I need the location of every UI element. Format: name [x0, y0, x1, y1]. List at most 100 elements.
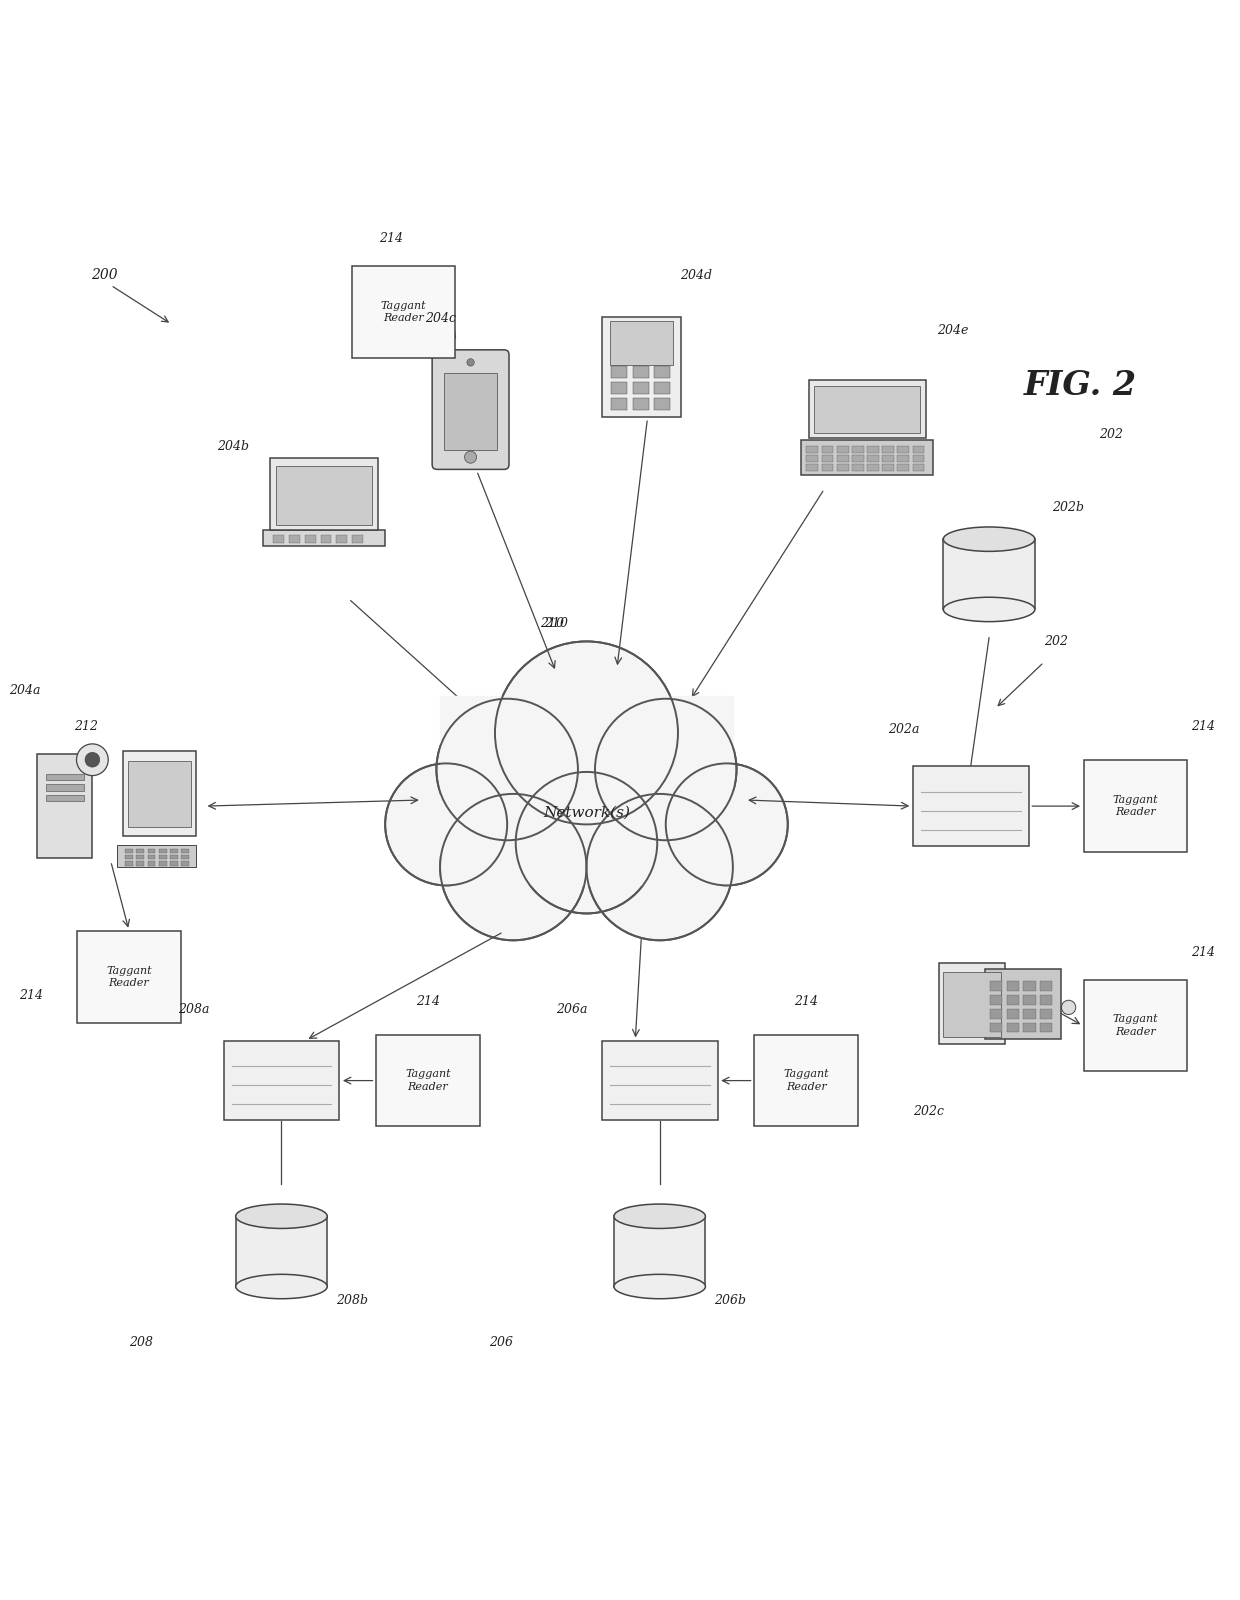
- Text: FIG. 2: FIG. 2: [1024, 368, 1137, 402]
- Circle shape: [516, 771, 657, 914]
- Circle shape: [587, 794, 733, 941]
- Bar: [148, 854, 155, 859]
- Text: 214: 214: [1190, 946, 1214, 958]
- Bar: [611, 366, 627, 378]
- Bar: [159, 854, 166, 859]
- Bar: [352, 534, 363, 542]
- Text: 214: 214: [1190, 720, 1214, 733]
- Bar: [990, 1008, 1002, 1019]
- Bar: [136, 848, 144, 853]
- FancyBboxPatch shape: [1084, 760, 1188, 851]
- Text: Network(s): Network(s): [543, 805, 630, 819]
- Text: 214: 214: [794, 995, 818, 1008]
- FancyBboxPatch shape: [801, 440, 932, 475]
- Circle shape: [595, 699, 737, 840]
- Bar: [289, 534, 300, 542]
- Ellipse shape: [236, 1205, 327, 1229]
- Bar: [46, 784, 84, 790]
- FancyBboxPatch shape: [808, 379, 925, 438]
- Circle shape: [386, 763, 507, 885]
- Bar: [882, 446, 894, 453]
- Bar: [913, 464, 924, 472]
- Bar: [1040, 981, 1053, 990]
- Text: 204c: 204c: [424, 312, 455, 325]
- Bar: [990, 995, 1002, 1005]
- Bar: [990, 1022, 1002, 1032]
- Circle shape: [467, 358, 474, 366]
- Bar: [1040, 995, 1053, 1005]
- Text: Taggant
Reader: Taggant Reader: [107, 966, 151, 989]
- Text: Taggant
Reader: Taggant Reader: [381, 301, 427, 323]
- Bar: [990, 981, 1002, 990]
- Text: 204b: 204b: [217, 440, 249, 453]
- Bar: [852, 464, 864, 472]
- Bar: [305, 534, 316, 542]
- Bar: [46, 774, 84, 781]
- Bar: [867, 446, 879, 453]
- Bar: [837, 446, 848, 453]
- Bar: [822, 446, 833, 453]
- Text: 202b: 202b: [1053, 501, 1084, 514]
- Bar: [1040, 1008, 1053, 1019]
- Bar: [882, 464, 894, 472]
- Text: 206a: 206a: [556, 1003, 588, 1016]
- Circle shape: [1061, 1000, 1076, 1014]
- FancyBboxPatch shape: [610, 322, 673, 365]
- FancyBboxPatch shape: [223, 1042, 340, 1120]
- Bar: [867, 464, 879, 472]
- Bar: [273, 534, 284, 542]
- Bar: [1023, 1008, 1035, 1019]
- Bar: [46, 795, 84, 802]
- FancyBboxPatch shape: [117, 845, 196, 867]
- FancyBboxPatch shape: [754, 1035, 858, 1126]
- Circle shape: [465, 451, 476, 462]
- Text: 204a: 204a: [10, 683, 41, 696]
- Circle shape: [495, 642, 678, 824]
- Bar: [882, 454, 894, 462]
- Text: 202: 202: [1099, 427, 1123, 440]
- FancyBboxPatch shape: [123, 750, 196, 835]
- Bar: [653, 398, 670, 410]
- FancyBboxPatch shape: [942, 971, 1001, 1037]
- FancyBboxPatch shape: [1084, 979, 1188, 1072]
- Bar: [898, 454, 909, 462]
- Bar: [1007, 1008, 1019, 1019]
- FancyBboxPatch shape: [444, 373, 497, 450]
- Bar: [653, 366, 670, 378]
- Bar: [125, 848, 133, 853]
- Bar: [181, 848, 188, 853]
- Bar: [320, 534, 331, 542]
- Bar: [1040, 1022, 1053, 1032]
- Bar: [1007, 995, 1019, 1005]
- Text: 214: 214: [379, 232, 403, 245]
- Bar: [181, 861, 188, 866]
- Text: 212: 212: [74, 720, 98, 733]
- Bar: [125, 861, 133, 866]
- Bar: [898, 446, 909, 453]
- Bar: [336, 534, 347, 542]
- FancyBboxPatch shape: [270, 458, 378, 531]
- Bar: [148, 848, 155, 853]
- Bar: [852, 446, 864, 453]
- FancyBboxPatch shape: [263, 531, 386, 546]
- Bar: [136, 854, 144, 859]
- Bar: [852, 454, 864, 462]
- FancyBboxPatch shape: [601, 1042, 718, 1120]
- Bar: [125, 854, 133, 859]
- Bar: [136, 861, 144, 866]
- Text: Taggant
Reader: Taggant Reader: [1112, 795, 1158, 818]
- Bar: [822, 454, 833, 462]
- Bar: [1023, 981, 1035, 990]
- Bar: [1023, 1022, 1035, 1032]
- Bar: [806, 454, 818, 462]
- Text: 202a: 202a: [888, 723, 919, 736]
- FancyBboxPatch shape: [376, 1035, 480, 1126]
- Bar: [1007, 981, 1019, 990]
- Ellipse shape: [944, 526, 1035, 552]
- Circle shape: [440, 794, 587, 941]
- Bar: [837, 464, 848, 472]
- FancyBboxPatch shape: [939, 963, 1006, 1043]
- Circle shape: [86, 752, 99, 766]
- Text: 210: 210: [541, 616, 564, 630]
- Bar: [806, 464, 818, 472]
